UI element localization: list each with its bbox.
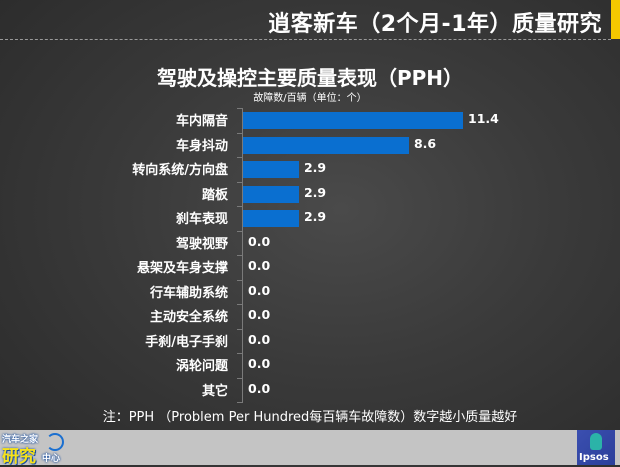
- category-label: 涡轮问题: [175, 359, 228, 374]
- footnote: 注：PPH （Problem Per Hundred每百辆车故障数）数字越小质量…: [102, 410, 518, 425]
- category-label: 其它: [201, 383, 228, 399]
- axis-tick: [237, 328, 242, 330]
- value-label: 2.9: [303, 209, 327, 224]
- ipsos-logo: Ipsos: [577, 430, 615, 465]
- value-label: 0.0: [248, 356, 271, 371]
- footer-band: [0, 430, 620, 465]
- category-label: 转向系统/方向盘: [132, 163, 228, 178]
- category-label: 踏板: [201, 187, 228, 203]
- axis-tick: [237, 108, 242, 109]
- axis-tick: [237, 230, 242, 232]
- chart-row: 其它 0.0: [0, 377, 620, 403]
- category-label: 车内隔音: [175, 114, 228, 129]
- value-label: 8.6: [413, 135, 437, 151]
- swirl-icon: [46, 433, 64, 451]
- value-label: 0.0: [248, 233, 271, 249]
- category-label: 手刹/电子手刹: [145, 334, 228, 350]
- bar: [243, 161, 299, 178]
- category-label: 车身抖动: [175, 138, 228, 154]
- chart-row: 转向系统/方向盘 2.9: [0, 157, 620, 182]
- bar: [243, 185, 299, 203]
- autohome-research-logo: 汽车之家 研究 中心: [2, 430, 70, 467]
- value-label: 2.9: [303, 184, 327, 200]
- chart-row: 车身抖动 8.6: [0, 132, 620, 158]
- axis-tick: [237, 353, 242, 354]
- axis-tick: [237, 157, 242, 158]
- axis-tick: [237, 181, 242, 183]
- category-label: 悬架及车身支撑: [136, 261, 228, 276]
- category-label: 刹车表现: [175, 212, 228, 227]
- axis-tick: [237, 279, 242, 281]
- axis-tick: [237, 402, 242, 403]
- value-label: 0.0: [248, 380, 271, 396]
- axis-tick: [237, 132, 242, 134]
- axis-tick: [237, 304, 242, 305]
- axis-end: [0, 402, 620, 427]
- value-label: 0.0: [248, 258, 271, 273]
- header-accent-bar: [611, 0, 620, 39]
- category-axis: [242, 108, 243, 403]
- header-divider: [0, 39, 611, 40]
- chart-row: 主动安全系统 0.0: [0, 304, 620, 329]
- chart-row: 行车辅助系统 0.0: [0, 279, 620, 305]
- logo-line2: 研究: [2, 447, 36, 467]
- chart-row: 手刹/电子手刹 0.0: [0, 328, 620, 354]
- value-label: 0.0: [248, 331, 271, 347]
- chart-title: 驾驶及操控主要质量表现（PPH）: [156, 66, 464, 90]
- chart-subtitle: 故障数/百辆（单位：个）: [253, 93, 367, 104]
- axis-tick: [237, 377, 242, 379]
- ipsos-logo-text: Ipsos: [579, 452, 609, 463]
- logo-line1: 汽车之家: [2, 435, 39, 445]
- page-title: 逍客新车（2个月-1年）质量研究: [268, 12, 602, 37]
- logo-line3: 中心: [42, 454, 61, 464]
- value-label: 2.9: [303, 160, 327, 175]
- bar: [243, 210, 299, 227]
- bar: [243, 112, 464, 129]
- value-label: 0.0: [248, 282, 271, 298]
- value-label: 11.4: [468, 111, 499, 126]
- axis-tick: [237, 255, 242, 256]
- chart-row: 驾驶视野 0.0: [0, 230, 620, 256]
- category-label: 驾驶视野: [175, 236, 228, 252]
- chart-row: 踏板 2.9: [0, 181, 620, 207]
- chart-row: 刹车表现 2.9: [0, 206, 620, 231]
- chart-row: 涡轮问题 0.0: [0, 353, 620, 378]
- bar: [243, 136, 409, 154]
- value-label: 0.0: [248, 307, 271, 322]
- category-label: 主动安全系统: [149, 310, 228, 325]
- chart-row: 悬架及车身支撑 0.0: [0, 255, 620, 280]
- axis-tick: [237, 206, 242, 207]
- chart-row: 车内隔音 11.4: [0, 108, 620, 133]
- category-label: 行车辅助系统: [149, 285, 228, 301]
- head-silhouette-icon: [590, 433, 602, 450]
